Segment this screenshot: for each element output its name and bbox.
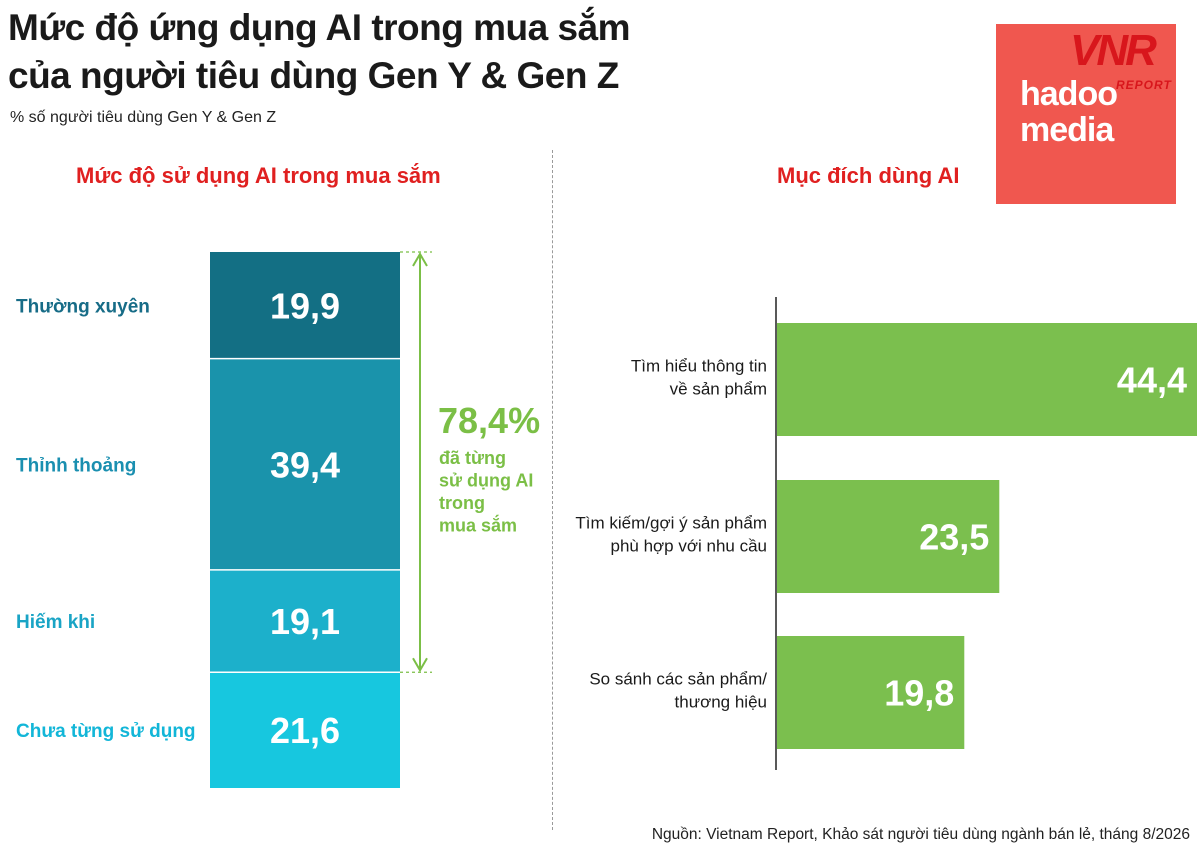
annotation-text-line: đã từng bbox=[439, 448, 506, 468]
hadoo-media-logo: VNR REPORT hadoo media bbox=[996, 24, 1176, 204]
segment-value-label: 19,1 bbox=[270, 601, 340, 642]
category-label: Hiếm khi bbox=[16, 612, 95, 633]
bar-category-label: về sản phẩm bbox=[670, 380, 767, 399]
chart-subtitle: % số người tiêu dùng Gen Y & Gen Z bbox=[10, 109, 277, 126]
bar-category-label: So sánh các sản phẩm/ bbox=[589, 670, 767, 689]
title-line-2: của người tiêu dùng Gen Y & Gen Z bbox=[8, 55, 619, 96]
annotation-text-line: trong bbox=[439, 493, 485, 513]
bar-category-label: thương hiệu bbox=[675, 693, 767, 712]
bar-category-label: Tìm kiếm/gợi ý sản phẩm bbox=[575, 514, 767, 533]
bar-category-label: Tìm hiểu thông tin bbox=[631, 357, 767, 376]
source-note: Nguồn: Vietnam Report, Khảo sát người ti… bbox=[651, 826, 1190, 843]
stacked-segment bbox=[210, 672, 400, 788]
horizontal-bar bbox=[777, 480, 1000, 593]
title-line-1: Mức độ ứng dụng AI trong mua sắm bbox=[8, 7, 631, 48]
bar-value-label: 23,5 bbox=[919, 517, 989, 558]
bar-value-label: 19,8 bbox=[884, 673, 954, 714]
stacked-segment bbox=[210, 569, 400, 673]
annotation-arrow-head-down bbox=[412, 657, 428, 673]
category-label: Chưa từng sử dụng bbox=[16, 721, 196, 742]
segment-value-label: 39,4 bbox=[270, 444, 340, 485]
horizontal-bar bbox=[777, 323, 1197, 436]
left-panel-title: Mức độ sử dụng AI trong mua sắm bbox=[76, 163, 441, 188]
logo-text-line-1: hadoo bbox=[1020, 75, 1118, 113]
logo-text-line-2: media bbox=[1020, 111, 1114, 149]
panel-divider bbox=[552, 150, 553, 830]
stacked-segment bbox=[210, 252, 400, 359]
annotation-value: 78,4% bbox=[438, 400, 540, 441]
right-panel-title: Mục đích dùng AI bbox=[777, 163, 960, 188]
stacked-segment bbox=[210, 358, 400, 570]
logo-brand-sub: REPORT bbox=[1116, 78, 1172, 92]
segment-value-label: 19,9 bbox=[270, 285, 340, 326]
bar-category-label: phù hợp với nhu cầu bbox=[610, 537, 767, 556]
logo-brand: VNR bbox=[1070, 26, 1157, 75]
logo-text: hadoo media bbox=[1020, 75, 1118, 149]
annotation-text-line: sử dụng AI bbox=[439, 471, 533, 491]
category-label: Thỉnh thoảng bbox=[16, 455, 136, 476]
annotation-text-line: mua sắm bbox=[439, 515, 517, 536]
category-label: Thường xuyên bbox=[16, 296, 150, 317]
bar-value-label: 44,4 bbox=[1117, 360, 1187, 401]
chart-title: Mức độ ứng dụng AI trong mua sắm của ngư… bbox=[8, 4, 908, 100]
horizontal-bar bbox=[777, 636, 965, 749]
annotation-arrow-head-up bbox=[412, 252, 428, 267]
segment-value-label: 21,6 bbox=[270, 710, 340, 751]
